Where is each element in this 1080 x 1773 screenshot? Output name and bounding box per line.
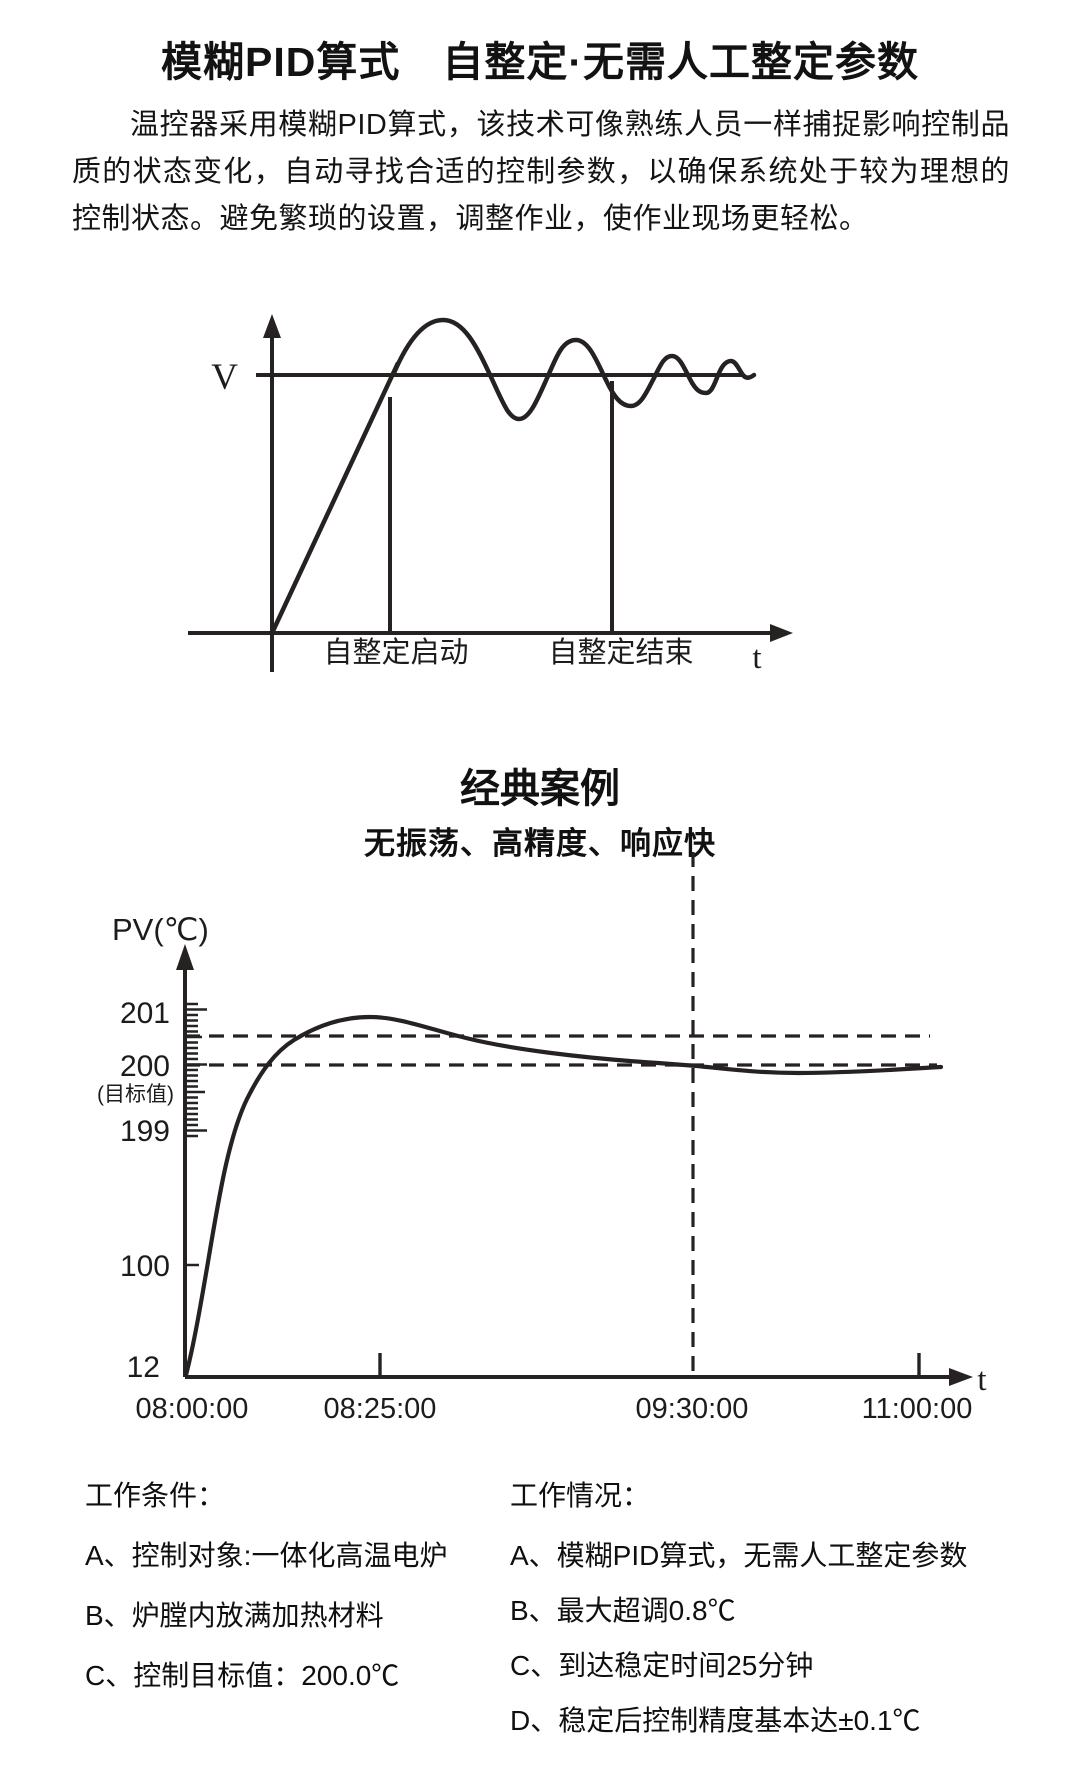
t-axis-label: t xyxy=(752,640,761,676)
target-value-label: (目标值) xyxy=(97,1083,174,1106)
pv-axis-title: PV(℃) xyxy=(112,912,209,947)
work-condition-item-a: A、控制对象:一体化高温电炉 xyxy=(85,1540,448,1571)
ytick-100: 100 xyxy=(120,1250,170,1283)
pv-axis-arrow-icon xyxy=(176,944,194,970)
xtick-1100: 11:00:00 xyxy=(862,1393,973,1425)
oscillation-curve xyxy=(391,317,757,422)
xtick-0930: 09:30:00 xyxy=(636,1393,749,1425)
work-results: 工作情况： A、模糊PID算式，无需人工整定参数 B、最大超调0.8℃ C、到达… xyxy=(510,1478,1050,1758)
work-results-title: 工作情况： xyxy=(510,1480,651,1511)
work-result-item-b: B、最大超调0.8℃ xyxy=(510,1595,736,1626)
work-result-item-a: A、模糊PID算式，无需人工整定参数 xyxy=(510,1540,968,1571)
pv-chart: PV(℃) 201 200 (目标值) 199 100 12 08:00:00 … xyxy=(97,852,987,1425)
t-axis-arrow-icon xyxy=(770,624,793,642)
time-axis-arrow-icon xyxy=(949,1368,973,1386)
ytick-201: 201 xyxy=(120,997,170,1030)
pv-curve xyxy=(183,1014,944,1378)
work-conditions-title: 工作条件： xyxy=(85,1480,226,1511)
self-tuning-diagram: V 自整定启动 自整定结束 t xyxy=(188,314,793,676)
case-title: 经典案例 xyxy=(460,767,620,811)
ramp-line xyxy=(270,362,401,632)
work-condition-item-c: C、控制目标值：200.0℃ xyxy=(85,1660,400,1691)
ytick-12: 12 xyxy=(127,1351,160,1384)
case-subtitle: 无振荡、高精度、响应快 xyxy=(364,826,716,861)
work-result-item-d: D、稳定后控制精度基本达±0.1℃ xyxy=(510,1705,921,1736)
intro-paragraph: 温控器采用模糊PID算式，该技术可像熟练人员一样捕捉影响控制品质的状态变化，自动… xyxy=(72,109,1010,235)
tuning-end-label: 自整定结束 xyxy=(548,636,693,669)
tuning-start-label: 自整定启动 xyxy=(323,636,468,669)
xtick-0800: 08:00:00 xyxy=(136,1393,249,1425)
work-conditions: 工作条件： A、控制对象:一体化高温电炉 B、炉膛内放满加热材料 C、控制目标值… xyxy=(85,1478,495,1718)
pv-axis-ticks xyxy=(185,1002,207,1267)
v-axis-arrow-icon xyxy=(263,314,281,338)
work-condition-item-b: B、炉膛内放满加热材料 xyxy=(85,1600,384,1631)
page-title: 模糊PID算式 自整定·无需人工整定参数 xyxy=(161,39,919,85)
ytick-199: 199 xyxy=(120,1115,170,1148)
v-axis-label: V xyxy=(211,357,238,398)
xtick-0825: 08:25:00 xyxy=(324,1393,437,1425)
work-result-item-c: C、到达稳定时间25分钟 xyxy=(510,1650,814,1681)
ytick-200: 200 xyxy=(120,1050,170,1083)
time-axis-label: t xyxy=(977,1362,986,1398)
